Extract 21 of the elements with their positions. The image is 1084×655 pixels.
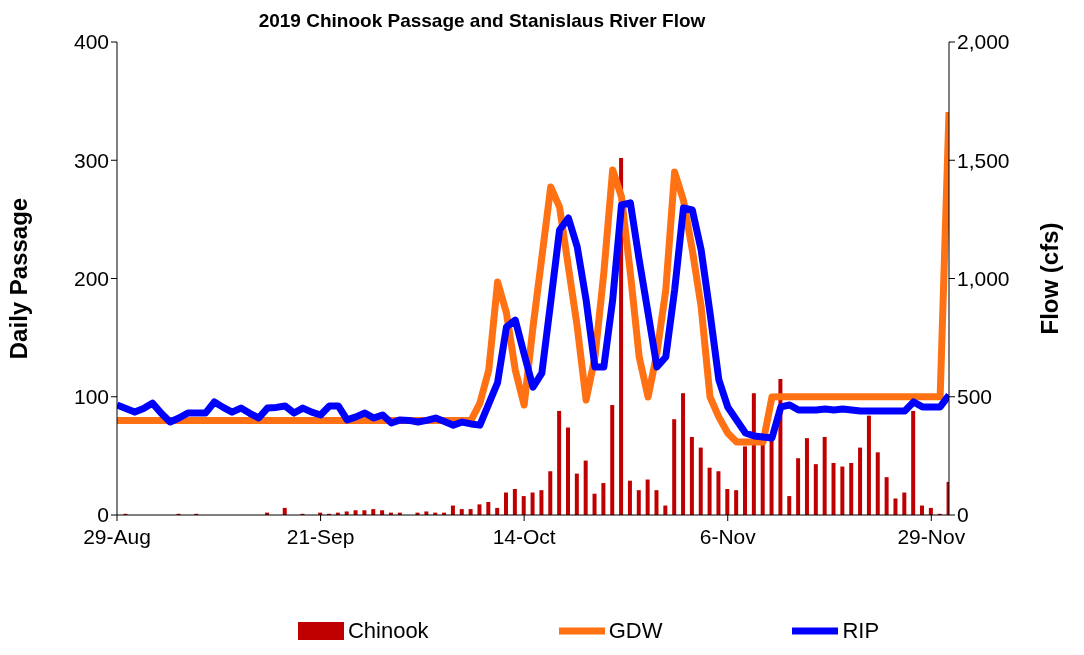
legend-label: RIP	[842, 618, 880, 644]
x-tick-label: 21-Sep	[286, 524, 355, 548]
y-tick-label: 0	[97, 503, 109, 527]
y-tick-label: 100	[73, 385, 109, 409]
x-tick-label: 29-Aug	[83, 524, 151, 548]
x-tick-label: 14-Oct	[492, 524, 556, 548]
y-tick-label: 400	[73, 30, 109, 54]
y-axis-title: Daily Passage	[4, 197, 32, 360]
x-tick-label: 29-Nov	[897, 524, 966, 548]
y2-tick-label: 0	[957, 503, 969, 527]
chart-title: 2019 Chinook Passage and Stanislaus River Flow	[257, 10, 707, 32]
x-tick-label: 6-Nov	[699, 524, 757, 548]
y2-tick-label: 2,000	[957, 30, 1010, 54]
y2-tick-label: 1,500	[957, 148, 1010, 172]
y2-tick-label: 500	[957, 385, 993, 409]
y2-axis-title: Flow (cfs)	[1035, 222, 1063, 335]
legend-label: Chinook	[347, 618, 429, 644]
legend-label: GDW	[608, 618, 663, 644]
y2-tick-label: 1,000	[957, 266, 1010, 290]
y-tick-label: 200	[73, 266, 109, 290]
y-tick-label: 300	[73, 148, 109, 172]
